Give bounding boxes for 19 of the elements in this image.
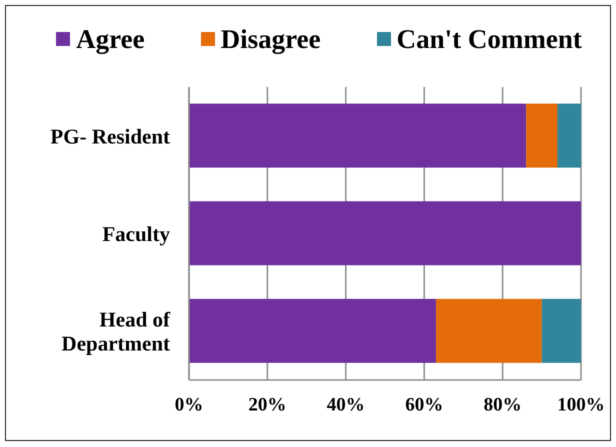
- y-tick-label: Faculty: [102, 222, 170, 246]
- legend-label: Can't Comment: [396, 24, 582, 54]
- legend-label: Agree: [76, 24, 145, 54]
- bar: [189, 201, 581, 266]
- bar: [557, 104, 581, 168]
- x-tick-label: 60%: [405, 394, 444, 416]
- bar: [189, 298, 436, 363]
- x-tick-label: 40%: [326, 394, 365, 416]
- legend-label: Disagree: [220, 24, 321, 54]
- bar: [526, 104, 558, 168]
- x-tick-label: 100%: [557, 394, 605, 416]
- bar: [436, 298, 542, 363]
- bar: [189, 104, 526, 168]
- x-tick-label: 0%: [174, 394, 204, 416]
- x-tick-label: 20%: [248, 394, 286, 416]
- x-tick-label: 80%: [484, 394, 522, 416]
- bar: [542, 298, 581, 363]
- y-tick-label: PG- Resident: [50, 124, 170, 148]
- y-tick-label: Head of Department: [62, 308, 172, 356]
